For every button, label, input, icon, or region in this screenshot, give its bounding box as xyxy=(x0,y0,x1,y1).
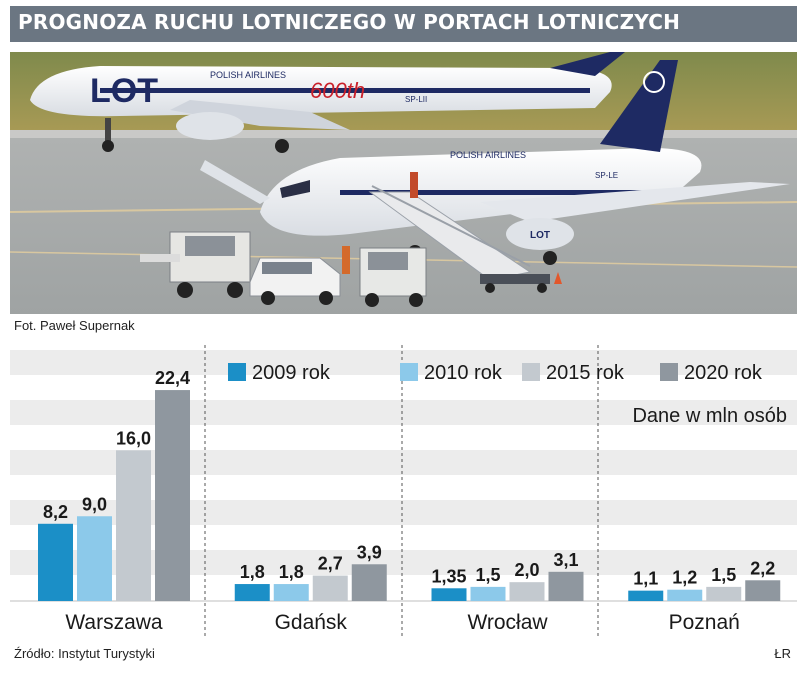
legend-label: 2009 rok xyxy=(252,362,331,384)
bar-gdańsk-2 xyxy=(312,575,348,601)
category-label: Poznań xyxy=(669,611,740,634)
value-label: 3,1 xyxy=(553,550,578,570)
value-label: 9,0 xyxy=(82,494,107,514)
legend-swatch xyxy=(660,363,678,381)
value-label: 1,5 xyxy=(475,565,500,585)
airport-photo: LOT POLISH AIRLINES 600th SP-LII LOT POL… xyxy=(10,52,797,314)
bar-warszawa-1 xyxy=(77,516,112,601)
bar-poznań-0 xyxy=(628,590,664,601)
page-title: PROGNOZA RUCHU LOTNICZEGO W PORTACH LOTN… xyxy=(18,10,681,34)
bar-poznań-2 xyxy=(706,586,742,601)
front-plane-livery: POLISH AIRLINES xyxy=(450,150,526,160)
legend-label: 2010 rok xyxy=(424,362,503,384)
chart-bars xyxy=(38,390,781,601)
bar-warszawa-3 xyxy=(155,390,190,601)
rear-plane-registration: SP-LII xyxy=(405,95,427,104)
value-labels: 8,2 9,0 16,0 22,4 1,8 1,8 2,7 3,9 1,35 1,5 2,0 3,1 1… xyxy=(43,368,775,589)
bar-wrocław-1 xyxy=(470,586,506,601)
aircraft-rear: LOT POLISH AIRLINES 600th SP-LII xyxy=(30,52,625,153)
category-label: Warszawa xyxy=(65,611,163,634)
legend-swatch xyxy=(522,363,540,381)
bar-wrocław-3 xyxy=(548,571,584,601)
bar-poznań-1 xyxy=(667,589,703,601)
value-label: 1,1 xyxy=(633,569,658,589)
source-note: Źródło: Instytut Turystyki xyxy=(14,646,155,661)
value-label: 8,2 xyxy=(43,502,68,522)
value-label: 16,0 xyxy=(116,428,151,448)
grid-stripe xyxy=(10,400,797,425)
category-labels: Warszawa Gdańsk Wrocław Poznań xyxy=(65,611,739,634)
chart-svg: 8,2 9,0 16,0 22,4 1,8 1,8 2,7 3,9 1,35 1,5 2,0 3,1 1… xyxy=(10,345,797,638)
ground-vehicles xyxy=(140,172,562,307)
value-label: 1,8 xyxy=(279,562,304,582)
front-plane-registration: SP-LE xyxy=(595,171,618,180)
bar-poznań-3 xyxy=(745,580,781,601)
chart: 8,2 9,0 16,0 22,4 1,8 1,8 2,7 3,9 1,35 1,5 2,0 3,1 1… xyxy=(10,345,797,638)
legend: 2009 rok 2010 rok 2015 rok 2020 rok xyxy=(228,362,763,384)
photo-caption: Fot. Paweł Supernak xyxy=(14,318,135,333)
bar-gdańsk-0 xyxy=(234,584,270,601)
value-label: 1,35 xyxy=(431,566,466,586)
bar-warszawa-0 xyxy=(38,523,73,601)
legend-swatch xyxy=(400,363,418,381)
value-label: 2,7 xyxy=(318,554,343,574)
aircraft-front: LOT POLISH AIRLINES SP-LE xyxy=(200,60,790,265)
bar-wrocław-0 xyxy=(431,588,467,601)
airstairs xyxy=(368,185,550,293)
legend-label: 2015 rok xyxy=(546,362,625,384)
value-label: 2,2 xyxy=(750,558,775,578)
category-label: Wrocław xyxy=(467,611,548,634)
bar-gdańsk-1 xyxy=(273,584,309,601)
legend-label: 2020 rok xyxy=(684,362,763,384)
value-label: 1,2 xyxy=(672,568,697,588)
header-bar: PROGNOZA RUCHU LOTNICZEGO W PORTACH LOTN… xyxy=(10,6,797,42)
rear-plane-anniversary: 600th xyxy=(310,78,365,103)
group-separators xyxy=(204,345,599,638)
author-initials: ŁR xyxy=(774,646,791,661)
front-engine-logo: LOT xyxy=(530,230,550,241)
category-label: Gdańsk xyxy=(275,611,348,634)
bar-gdańsk-3 xyxy=(351,564,387,601)
bar-warszawa-2 xyxy=(116,450,151,601)
value-label: 1,8 xyxy=(240,562,265,582)
rear-plane-livery: POLISH AIRLINES xyxy=(210,70,286,80)
unit-note: Dane w mln osób xyxy=(632,405,787,427)
value-label: 3,9 xyxy=(357,542,382,562)
legend-swatch xyxy=(228,363,246,381)
value-label: 2,0 xyxy=(514,560,539,580)
rear-plane-logo: LOT xyxy=(90,72,158,110)
value-label: 1,5 xyxy=(711,565,736,585)
value-label: 22,4 xyxy=(155,368,190,388)
bar-wrocław-2 xyxy=(509,582,545,601)
